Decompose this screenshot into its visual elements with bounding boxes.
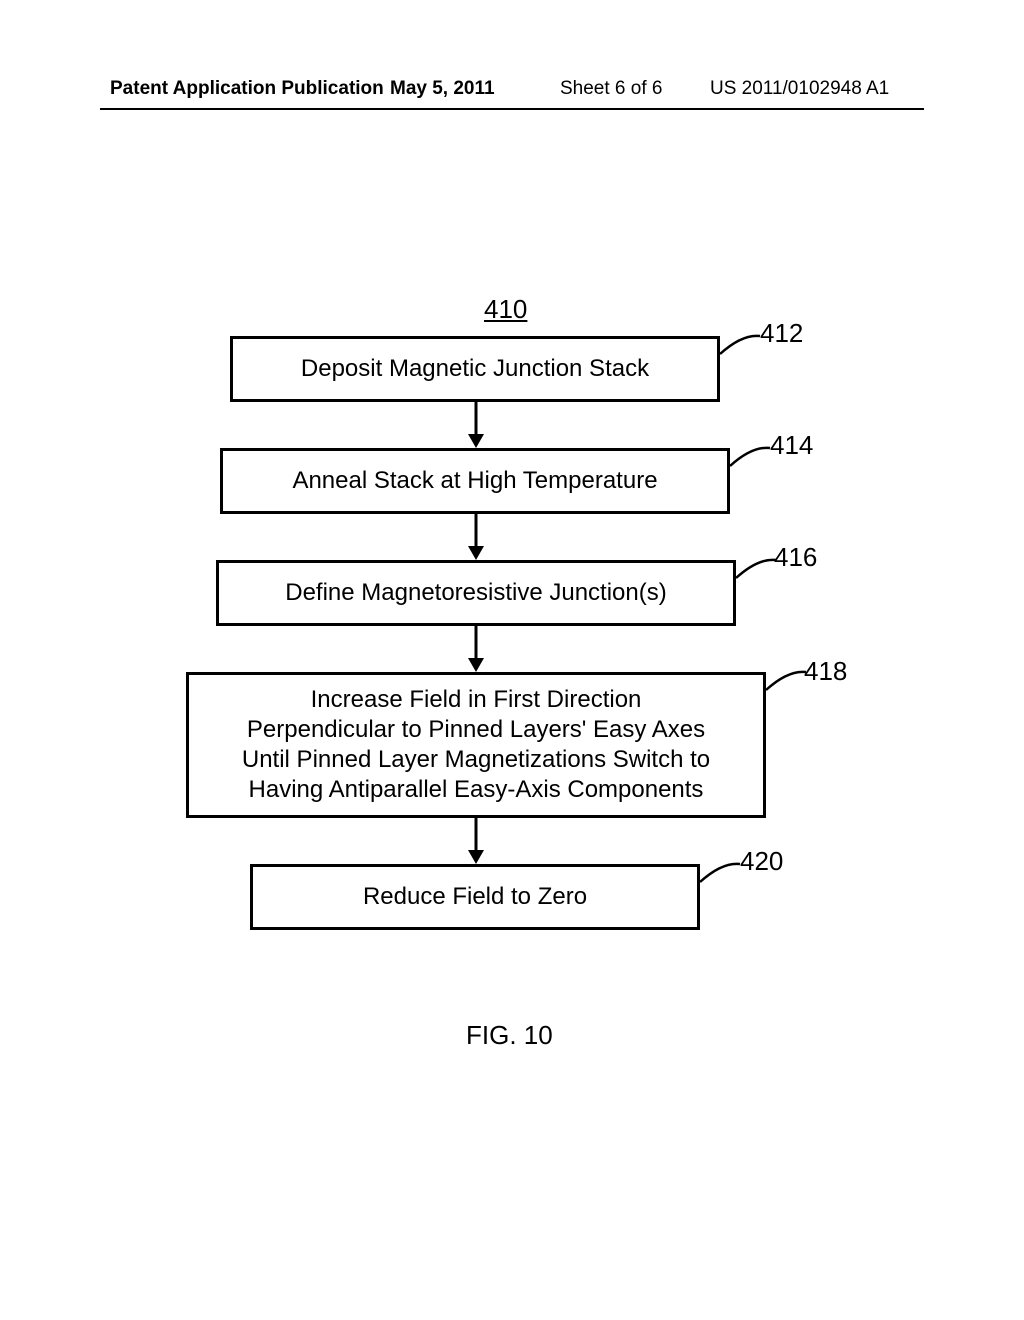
ref-420: 420 (740, 846, 783, 877)
arrow-1-2 (466, 402, 486, 448)
leader-414 (730, 448, 774, 478)
step-text: Anneal Stack at High Temperature (292, 466, 657, 496)
arrow-3-4 (466, 626, 486, 672)
leader-418 (766, 672, 810, 702)
arrow-2-3 (466, 514, 486, 560)
step-text: Increase Field in First Direction Perpen… (242, 685, 710, 805)
step-text: Define Magnetoresistive Junction(s) (285, 578, 667, 608)
arrow-4-5 (466, 818, 486, 864)
leader-416 (736, 560, 780, 590)
step-text: Deposit Magnetic Junction Stack (301, 354, 649, 384)
leader-420 (700, 864, 744, 894)
flowchart-title-ref: 410 (484, 294, 527, 325)
flowchart-diagram: 410 Deposit Magnetic Junction Stack 412 … (0, 0, 1024, 1320)
leader-412 (720, 336, 764, 366)
figure-caption: FIG. 10 (466, 1020, 553, 1051)
ref-412: 412 (760, 318, 803, 349)
step-reduce-field: Reduce Field to Zero (250, 864, 700, 930)
step-define-junctions: Define Magnetoresistive Junction(s) (216, 560, 736, 626)
step-anneal-stack: Anneal Stack at High Temperature (220, 448, 730, 514)
step-deposit-stack: Deposit Magnetic Junction Stack (230, 336, 720, 402)
step-text: Reduce Field to Zero (363, 882, 587, 912)
ref-418: 418 (804, 656, 847, 687)
step-increase-field: Increase Field in First Direction Perpen… (186, 672, 766, 818)
ref-416: 416 (774, 542, 817, 573)
ref-414: 414 (770, 430, 813, 461)
